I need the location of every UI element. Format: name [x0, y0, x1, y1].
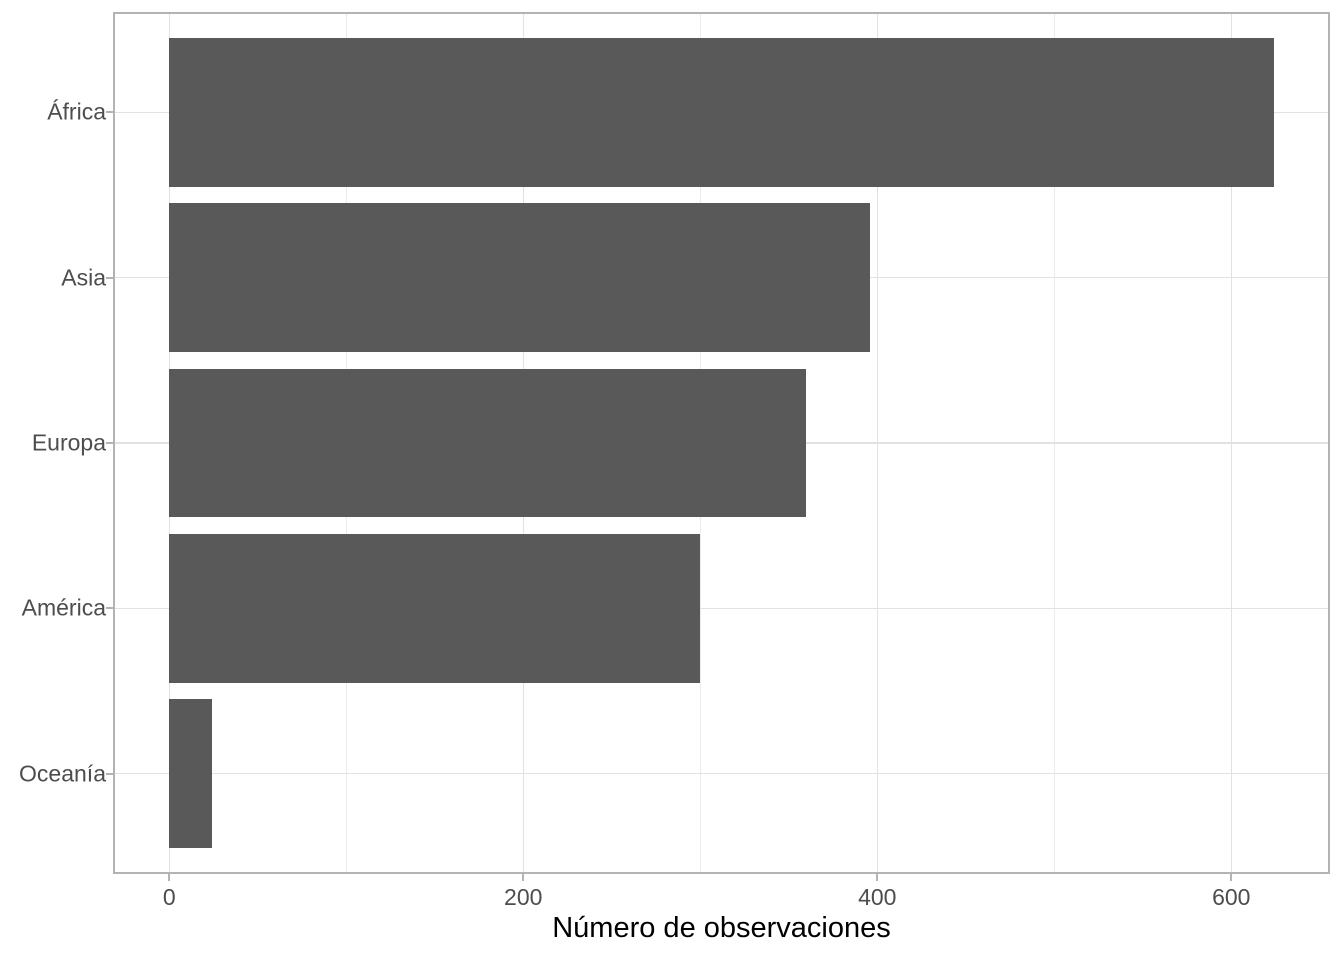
- y-axis-tick: [106, 276, 114, 279]
- x-axis-tick: [876, 873, 879, 881]
- bar: [169, 699, 212, 849]
- bar: [169, 37, 1274, 187]
- y-axis-tick: [106, 442, 114, 444]
- y-axis-tick-label: África: [47, 98, 106, 125]
- x-axis-tick-label: 400: [858, 884, 897, 910]
- bar: [169, 203, 871, 353]
- x-axis-tick-label: 0: [162, 884, 176, 910]
- x-axis-tick: [1230, 873, 1233, 881]
- x-axis-tick-label: 600: [1212, 884, 1251, 910]
- y-axis-tick: [106, 111, 114, 114]
- bar: [169, 368, 807, 518]
- y-axis-tick-label: Asia: [61, 264, 106, 291]
- y-axis-tick: [106, 772, 114, 775]
- x-axis-tick-label: 200: [504, 884, 543, 910]
- x-axis-tick: [168, 873, 171, 881]
- y-axis-tick: [106, 607, 114, 610]
- grid-major-y: [114, 773, 1329, 775]
- y-axis-tick-label: Europa: [31, 429, 106, 456]
- grid-major-y: [114, 607, 1329, 610]
- y-axis-tick-label: América: [21, 594, 106, 621]
- x-axis-tick: [522, 873, 525, 881]
- y-axis-tick-label: Oceanía: [19, 760, 106, 787]
- bar: [169, 533, 701, 683]
- x-axis-title: Número de observaciones: [552, 912, 891, 944]
